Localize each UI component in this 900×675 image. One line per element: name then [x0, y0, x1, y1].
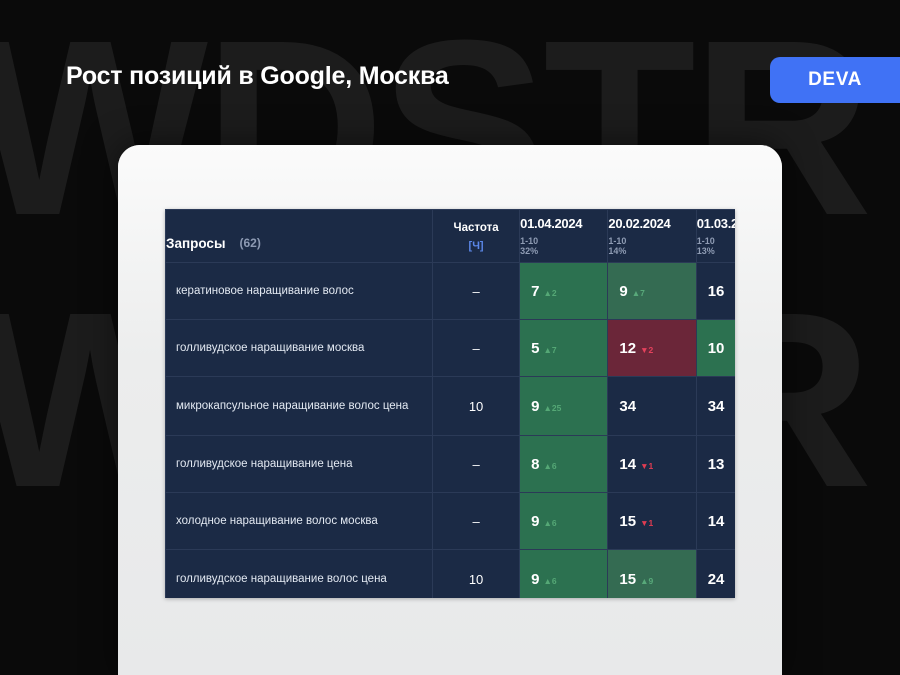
rank-value: 5 — [531, 339, 540, 357]
table-row[interactable]: голливудское наращивание волос цена 10 9 ▲6… — [165, 549, 735, 598]
date-range: 1-10 — [520, 235, 539, 246]
rank-delta-up-icon: ▲6 — [543, 575, 557, 586]
date-percent: 32% — [520, 246, 539, 256]
table-header: Запросы (62) Частота [Ч] 01.04.2024 1-10… — [165, 209, 735, 263]
row-rank-cell[interactable]: 8 ▲6 — [519, 435, 609, 493]
row-frequency-cell: 10 — [431, 549, 521, 598]
date-percent: 13% — [696, 246, 715, 256]
date-percent: 14% — [608, 246, 627, 256]
rank-value: 15 — [619, 570, 637, 588]
row-rank-cell[interactable]: 34 — [695, 376, 735, 436]
rank-value: 15 — [619, 512, 637, 530]
rank-value: 14 — [619, 455, 637, 473]
row-rank-cell[interactable]: 5 ▲7 — [519, 319, 609, 377]
date-label: 01.04.2024 — [520, 215, 583, 231]
row-query-cell[interactable]: голливудское наращивание цена — [165, 435, 433, 493]
rank-delta-up-icon: ▲7 — [631, 287, 645, 298]
frequency-link[interactable]: [Ч] — [468, 239, 484, 252]
date-label: 20.02.2024 — [608, 215, 671, 231]
row-rank-cell[interactable]: 9 ▲6 — [519, 492, 609, 550]
header-row: Запросы (62) Частота [Ч] 01.04.2024 1-10… — [165, 209, 735, 263]
column-header-date-2[interactable]: 20.02.2024 1-10 14% — [607, 209, 697, 263]
row-rank-cell[interactable]: 10 — [695, 319, 735, 377]
rank-value: 34 — [707, 397, 725, 415]
rank-value: 8 — [531, 455, 540, 473]
header-bar: Рост позиций в Google, Москва DEVA — [0, 0, 900, 145]
rank-delta-down-icon: ▼2 — [640, 344, 654, 355]
row-query-cell[interactable]: кератиновое наращивание волос — [165, 262, 433, 320]
row-frequency-cell: – — [431, 319, 521, 377]
table-row[interactable]: микрокапсульное наращивание волос цена 10… — [165, 376, 735, 436]
rank-value: 14 — [707, 512, 725, 530]
rank-value: 16 — [707, 282, 725, 300]
rank-delta-up-icon: ▲6 — [543, 517, 557, 528]
column-header-frequency[interactable]: Частота [Ч] — [431, 209, 521, 263]
deva-badge-label: DEVA — [808, 69, 862, 90]
row-rank-cell[interactable]: 14 ▼1 — [607, 435, 697, 493]
table-row[interactable]: кератиновое наращивание волос –7 ▲2 9 ▲7 16 — [165, 262, 735, 320]
row-rank-cell[interactable]: 34 — [607, 376, 697, 436]
row-rank-cell[interactable]: 13 — [695, 435, 735, 493]
rank-delta-up-icon: ▲7 — [543, 344, 557, 355]
rank-delta-up-icon: ▲6 — [543, 460, 557, 471]
row-rank-cell[interactable]: 24 — [695, 549, 735, 598]
row-frequency-cell: 10 — [431, 376, 521, 436]
rank-delta-up-icon: ▲2 — [543, 287, 557, 298]
rank-value: 9 — [531, 397, 540, 415]
row-rank-cell[interactable]: 9 ▲6 — [519, 549, 609, 598]
row-rank-cell[interactable]: 16 — [695, 262, 735, 320]
row-query-cell[interactable]: холодное наращивание волос москва — [165, 492, 433, 550]
deva-badge[interactable]: DEVA — [770, 57, 900, 103]
row-rank-cell[interactable]: 15 ▼1 — [607, 492, 697, 550]
row-rank-cell[interactable]: 14 — [695, 492, 735, 550]
queries-count: (62) — [239, 236, 261, 250]
row-frequency-cell: – — [431, 262, 521, 320]
frequency-label: Частота — [453, 221, 499, 234]
date-range: 1-10 — [608, 235, 627, 246]
rank-delta-down-icon: ▼1 — [640, 517, 654, 528]
date-range: 1-10 — [696, 235, 715, 246]
rank-delta-up-icon: ▲25 — [543, 402, 562, 413]
row-frequency-cell: – — [431, 435, 521, 493]
rank-value: 13 — [707, 455, 725, 473]
row-rank-cell[interactable]: 9 ▲7 — [607, 262, 697, 320]
rank-value: 34 — [619, 397, 637, 415]
column-header-date-3[interactable]: 01.03.2024 1-10 13% — [695, 209, 735, 263]
rank-delta-up-icon: ▲9 — [640, 575, 654, 586]
rank-value: 24 — [707, 570, 725, 588]
rank-table-container[interactable]: Запросы (62) Частота [Ч] 01.04.2024 1-10… — [165, 209, 735, 598]
column-header-date-1[interactable]: 01.04.2024 1-10 32% — [519, 209, 609, 263]
rank-value: 9 — [531, 512, 540, 530]
rank-value: 9 — [531, 570, 540, 588]
row-rank-cell[interactable]: 15 ▲9 — [607, 549, 697, 598]
rank-value: 12 — [619, 339, 637, 357]
rank-value: 9 — [619, 282, 628, 300]
row-rank-cell[interactable]: 7 ▲2 — [519, 262, 609, 320]
column-header-queries[interactable]: Запросы (62) — [165, 209, 433, 263]
page-title: Рост позиций в Google, Москва — [66, 62, 449, 90]
table-row[interactable]: голливудское наращивание цена –8 ▲6 14 ▼1 13 — [165, 435, 735, 493]
rank-table: Запросы (62) Частота [Ч] 01.04.2024 1-10… — [165, 209, 735, 598]
row-rank-cell[interactable]: 12 ▼2 — [607, 319, 697, 377]
table-row[interactable]: холодное наращивание волос москва –9 ▲6 15 ▼… — [165, 492, 735, 550]
rank-delta-down-icon: ▼1 — [640, 460, 654, 471]
row-query-cell[interactable]: микрокапсульное наращивание волос цена — [165, 376, 433, 436]
queries-label: Запросы — [166, 235, 226, 251]
table-body: кератиновое наращивание волос –7 ▲2 9 ▲7 16 го… — [165, 262, 735, 598]
table-row[interactable]: голливудское наращивание москва –5 ▲7 12 ▼2 1… — [165, 319, 735, 377]
date-label: 01.03.2024 — [696, 215, 735, 231]
row-frequency-cell: – — [431, 492, 521, 550]
device-mockup-card: Запросы (62) Частота [Ч] 01.04.2024 1-10… — [118, 145, 782, 675]
row-rank-cell[interactable]: 9 ▲25 — [519, 376, 609, 436]
card-surface: Запросы (62) Частота [Ч] 01.04.2024 1-10… — [118, 145, 782, 675]
row-query-cell[interactable]: голливудское наращивание волос цена — [165, 549, 433, 598]
rank-value: 10 — [707, 339, 725, 357]
rank-value: 7 — [531, 282, 540, 300]
row-query-cell[interactable]: голливудское наращивание москва — [165, 319, 433, 377]
